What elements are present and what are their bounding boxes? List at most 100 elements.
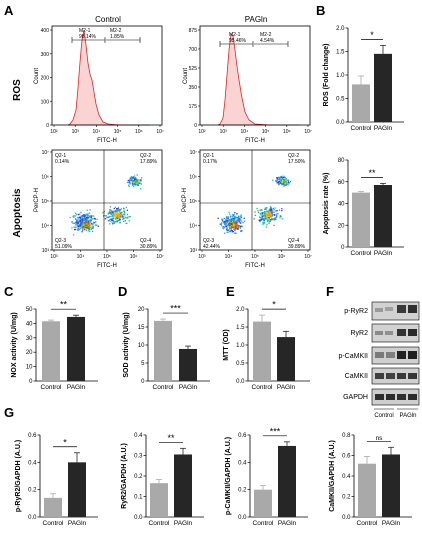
- flow-dot: [89, 231, 91, 233]
- flow-dot: [123, 210, 125, 212]
- flow-dot: [82, 214, 84, 217]
- y-tick-label: 1.5: [336, 50, 345, 56]
- flow-dot: [132, 176, 134, 178]
- flow-dot: [131, 177, 133, 179]
- dot-control-y-tick-label: 10⁴: [41, 224, 49, 230]
- flow-dot: [234, 219, 236, 221]
- flow-dot: [120, 213, 122, 215]
- flow-dot: [229, 218, 232, 220]
- quad-pagln-q4-pct: 39.89%: [288, 244, 306, 250]
- flow-dot: [239, 219, 241, 221]
- flow-dot: [226, 226, 228, 228]
- dot-control-x-label: FITC-H: [97, 263, 117, 269]
- flow-dot: [115, 212, 117, 214]
- flow-dot: [231, 217, 233, 220]
- flow-dot: [238, 221, 240, 223]
- flow-dot: [78, 216, 81, 218]
- bar-control: [253, 321, 271, 381]
- flow-dot: [230, 224, 232, 226]
- flow-dot: [114, 217, 117, 219]
- flow-dot: [268, 221, 270, 223]
- dot-control-y-tick-label: 10⁷: [42, 150, 50, 156]
- flow-dot: [266, 224, 268, 226]
- flow-dot: [271, 212, 273, 215]
- flow-dot: [233, 227, 235, 229]
- flow-dot: [284, 184, 286, 186]
- flow-dot: [110, 213, 112, 216]
- flow-dot: [117, 208, 119, 210]
- flow-dot: [85, 228, 87, 230]
- flow-dot: [283, 175, 285, 177]
- flow-dot: [239, 222, 241, 224]
- blot-label-p-ryr2: p-RyR2: [344, 308, 368, 315]
- bar-pagln: [68, 462, 86, 517]
- flow-dot: [112, 218, 114, 220]
- flow-dot: [222, 226, 224, 228]
- dot-pagln-y-tick-label: 10⁴: [189, 224, 197, 230]
- y-tick-label: 0: [29, 379, 33, 385]
- y-axis-label: Apoptosis rate (%): [323, 173, 330, 235]
- bar-control: [352, 84, 370, 122]
- flow-dot: [259, 209, 261, 211]
- flow-dot: [268, 219, 270, 221]
- flow-dot: [270, 215, 272, 218]
- flow-dot: [243, 217, 245, 219]
- flow-dot: [236, 222, 238, 224]
- flow-dot: [238, 218, 241, 220]
- flow-dot: [237, 226, 239, 228]
- flow-dot: [284, 178, 286, 180]
- hist-control-x-tick-label: 10³: [72, 129, 80, 135]
- dot-pagln-y-tick-label: 10⁷: [190, 150, 198, 156]
- flow-dot: [81, 219, 83, 221]
- flow-dot: [272, 207, 274, 210]
- flow-dot: [276, 179, 278, 181]
- flow-dot: [78, 228, 80, 230]
- y-axis-label: NOX activity (U/mg): [11, 312, 18, 377]
- flow-dot: [105, 215, 107, 217]
- flow-dot: [82, 218, 84, 220]
- flow-dot: [114, 206, 116, 208]
- flow-dot: [120, 212, 122, 214]
- flow-dot: [112, 214, 114, 217]
- flow-dot: [268, 209, 270, 211]
- y-tick-label: 0.6: [238, 433, 247, 439]
- dot-control-y-tick-label: 10⁶: [41, 175, 49, 181]
- y-tick-label: 0.4: [342, 474, 351, 480]
- flow-dot: [80, 225, 82, 227]
- flow-dot: [233, 220, 235, 223]
- significance-label: **: [60, 300, 68, 310]
- y-tick-label: 20: [26, 350, 33, 356]
- flow-dot: [92, 227, 94, 230]
- y-tick-label: 30: [26, 336, 33, 342]
- flow-dot: [231, 223, 233, 226]
- flow-dot: [239, 227, 241, 229]
- flow-dot: [236, 219, 238, 221]
- flow-dot: [279, 178, 281, 180]
- flow-dot: [83, 216, 85, 218]
- flow-dot: [107, 216, 109, 218]
- flow-dot: [139, 181, 141, 183]
- flow-dot: [274, 217, 276, 219]
- flow-dot: [265, 226, 268, 228]
- flow-dot: [73, 222, 75, 224]
- y-tick-label: 15: [138, 325, 145, 331]
- flow-dot: [240, 216, 243, 218]
- bar-pagln: [179, 348, 197, 381]
- x-tick-label: PAGln: [374, 250, 393, 257]
- flow-dot: [74, 212, 77, 214]
- dot-pagln-y-label: PerCP-H: [182, 188, 188, 212]
- flow-dot: [129, 215, 131, 218]
- flow-dot: [109, 212, 111, 214]
- flow-dot: [281, 183, 283, 186]
- blot-group-pagln: PAGln: [400, 413, 417, 419]
- flow-dot: [269, 207, 271, 210]
- flow-dot: [81, 218, 83, 220]
- flow-dot: [282, 183, 285, 185]
- flow-dot: [281, 179, 283, 182]
- flow-dot: [92, 226, 94, 229]
- flow-dot: [123, 220, 125, 222]
- flow-dot: [280, 178, 282, 181]
- flow-dot: [262, 219, 265, 221]
- y-axis-label: RyR2/GAPDH (A.U.): [121, 443, 128, 509]
- dot-control-x-tick-label: 10⁴: [77, 254, 85, 260]
